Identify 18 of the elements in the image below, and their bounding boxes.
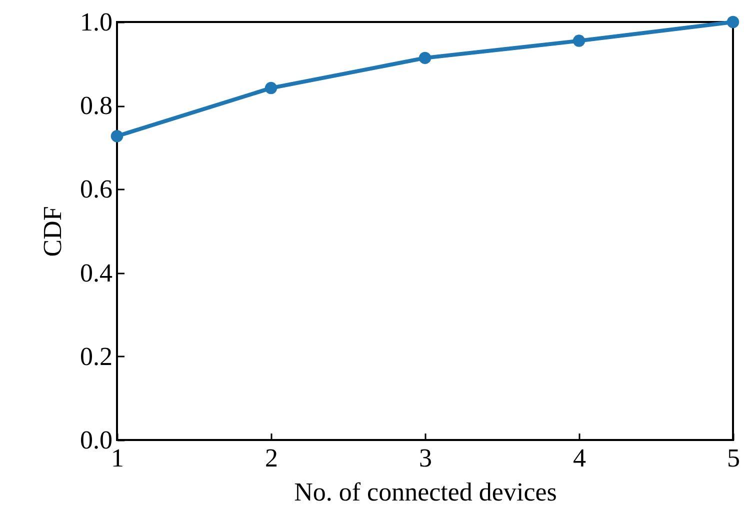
y-tick-label: 0.4 — [80, 258, 112, 288]
x-tick-label: 5 — [727, 444, 740, 472]
x-tick-label: 3 — [419, 444, 432, 472]
point — [418, 52, 432, 64]
point — [572, 34, 586, 47]
point — [264, 82, 278, 94]
y-tick-label: 0.2 — [80, 342, 112, 371]
y-axis-title: CDF — [38, 206, 67, 257]
x-tick-label: 4 — [573, 444, 586, 472]
y-tick-label: 0.6 — [80, 174, 112, 204]
x-tick-label: 2 — [265, 444, 278, 472]
x-tick-label: 1 — [111, 444, 124, 472]
point — [726, 16, 740, 28]
y-tick-label: 0.8 — [80, 91, 112, 120]
y-tick-label: 0.0 — [80, 426, 112, 454]
x-axis-title: No. of connected devices — [294, 478, 557, 506]
y-tick-label: 1.0 — [80, 8, 112, 36]
point — [110, 130, 124, 142]
